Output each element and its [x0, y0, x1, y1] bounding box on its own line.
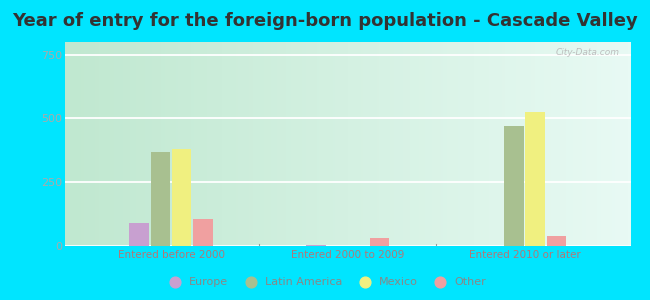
Bar [306, 245, 326, 246]
Text: Year of entry for the foreign-born population - Cascade Valley: Year of entry for the foreign-born popul… [12, 12, 638, 30]
Legend: Europe, Latin America, Mexico, Other: Europe, Latin America, Mexico, Other [159, 273, 491, 291]
Bar [504, 126, 524, 246]
Text: City-Data.com: City-Data.com [555, 48, 619, 57]
Bar [172, 149, 191, 246]
Bar [547, 236, 566, 246]
Bar [370, 238, 389, 246]
Bar [193, 219, 213, 246]
Bar [151, 152, 170, 246]
Bar [525, 112, 545, 246]
Bar [129, 223, 149, 246]
